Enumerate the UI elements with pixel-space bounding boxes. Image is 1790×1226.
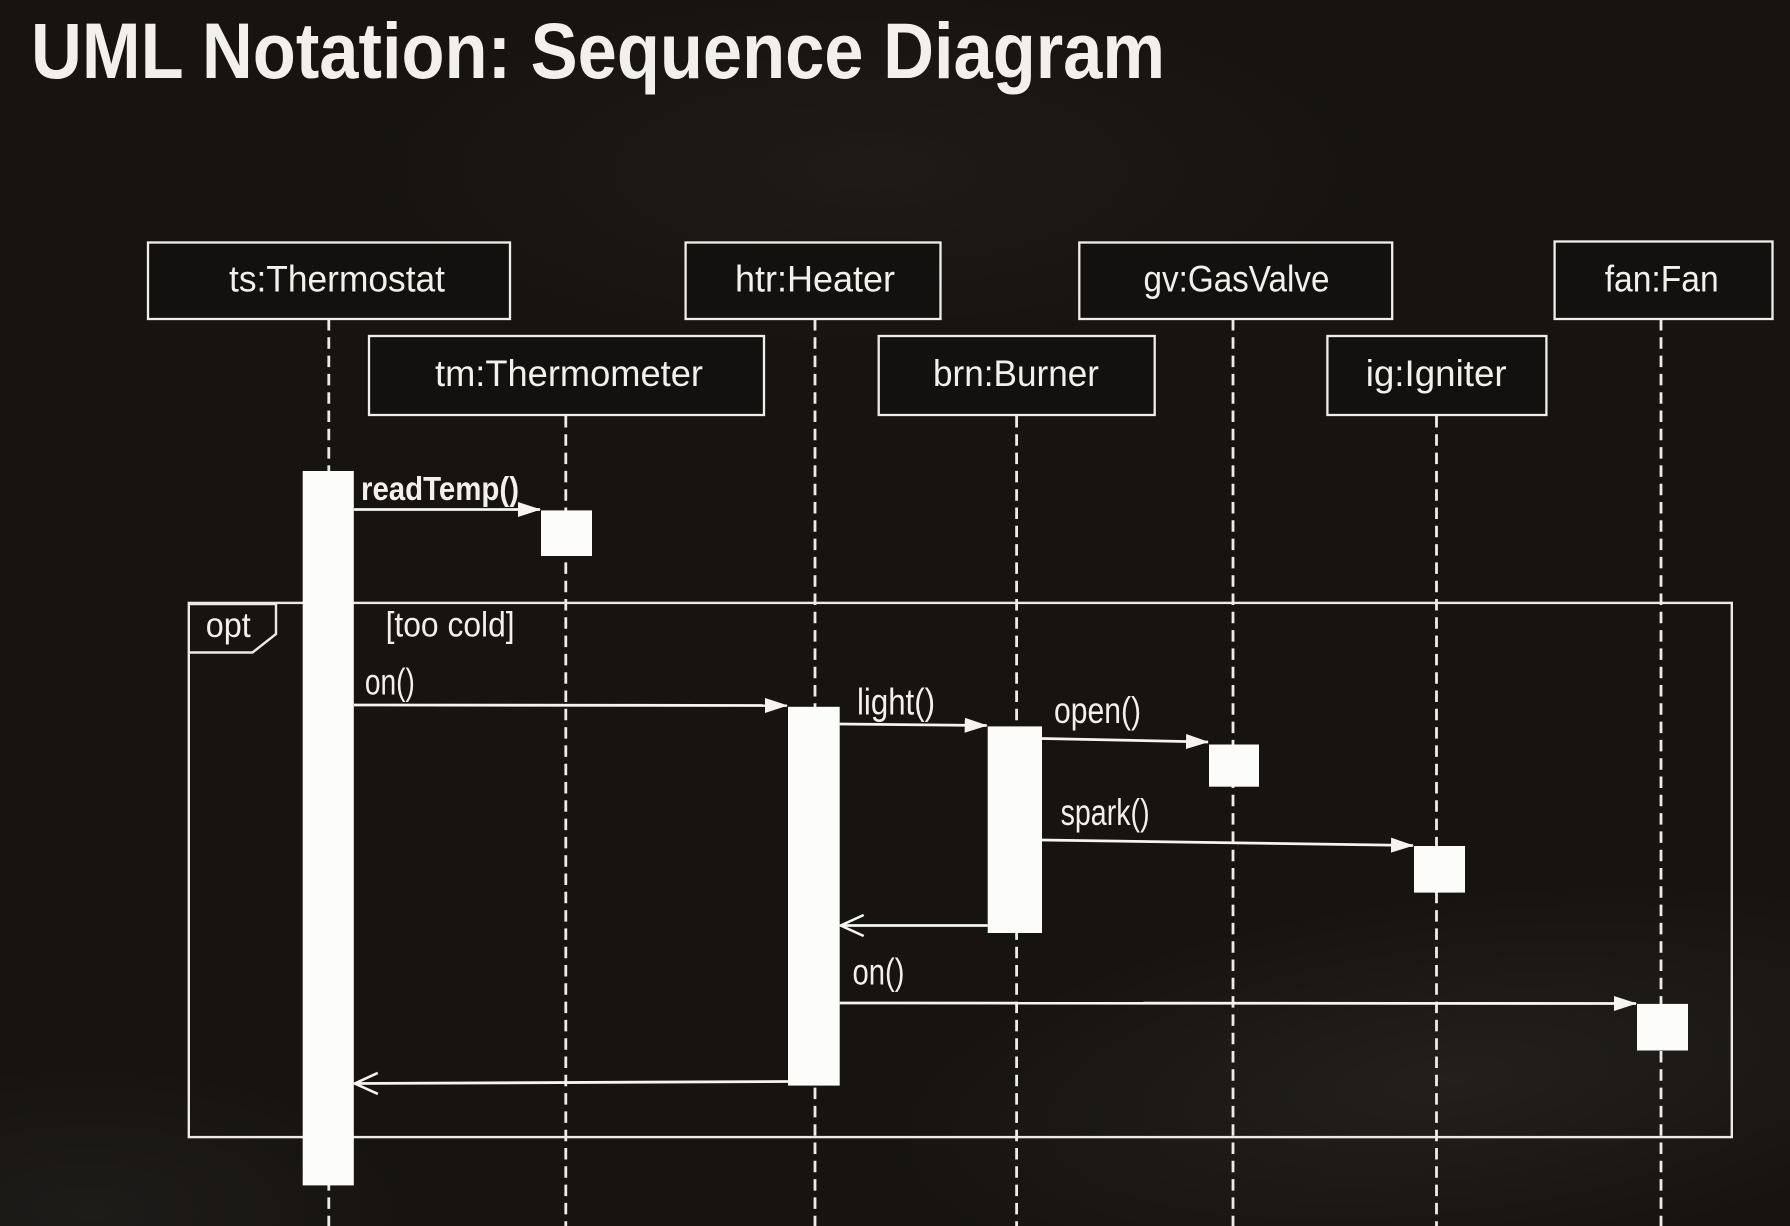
svg-text:[too cold]: [too cold] (386, 606, 515, 645)
svg-text:on(): on() (853, 951, 905, 992)
svg-text:fan:Fan: fan:Fan (1605, 259, 1719, 300)
svg-text:UML Notation: Sequence Diagram: UML Notation: Sequence Diagram (31, 6, 1165, 95)
svg-text:ig:Igniter: ig:Igniter (1366, 353, 1507, 394)
svg-text:readTemp(): readTemp() (361, 470, 519, 507)
svg-text:opt: opt (206, 606, 251, 645)
svg-text:htr:Heater: htr:Heater (735, 259, 895, 300)
svg-text:gv:GasValve: gv:GasValve (1144, 259, 1330, 300)
svg-text:tm:Thermometer: tm:Thermometer (435, 353, 703, 394)
svg-text:light(): light() (857, 682, 935, 723)
svg-text:on(): on() (365, 662, 415, 703)
svg-text:ts:Thermostat: ts:Thermostat (229, 259, 446, 300)
svg-text:spark(): spark() (1061, 792, 1150, 833)
svg-text:brn:Burner: brn:Burner (933, 353, 1099, 394)
svg-text:open(): open() (1054, 690, 1141, 731)
